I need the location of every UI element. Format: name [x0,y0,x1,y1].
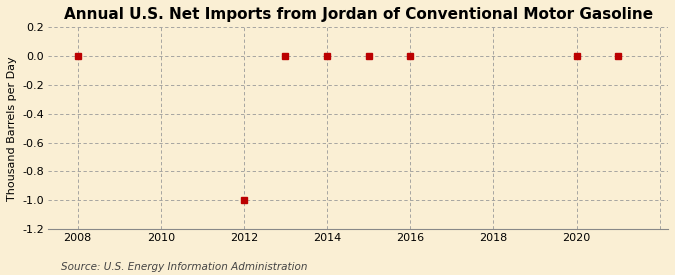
Title: Annual U.S. Net Imports from Jordan of Conventional Motor Gasoline: Annual U.S. Net Imports from Jordan of C… [63,7,653,22]
Y-axis label: Thousand Barrels per Day: Thousand Barrels per Day [7,56,17,200]
Text: Source: U.S. Energy Information Administration: Source: U.S. Energy Information Administ… [61,262,307,272]
